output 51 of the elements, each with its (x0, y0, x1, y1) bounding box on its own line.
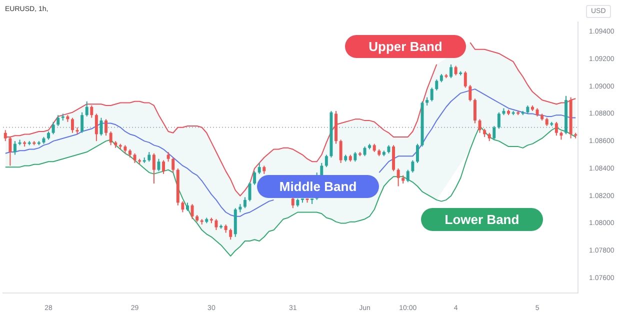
candlestick (90, 104, 94, 118)
candlestick (435, 78, 438, 91)
candlestick (363, 146, 366, 157)
candlestick (248, 182, 252, 202)
candlestick (324, 154, 328, 168)
callout-label: Upper Band (345, 35, 466, 58)
candlestick (253, 170, 256, 186)
candlestick (94, 113, 98, 142)
candlestick (492, 126, 496, 140)
candlestick (52, 121, 55, 135)
candlestick (8, 136, 12, 166)
candlestick (133, 152, 136, 164)
candlestick (104, 118, 108, 136)
candlestick (554, 121, 558, 136)
candlestick (454, 65, 458, 76)
candlestick (339, 139, 342, 164)
candlestick (291, 196, 294, 209)
candlestick (148, 152, 151, 162)
candlestick (473, 98, 476, 124)
candlestick (406, 169, 410, 183)
candlestick (392, 144, 396, 172)
callout-label: Lower Band (421, 208, 543, 231)
candlestick (450, 64, 453, 79)
candlestick (354, 152, 357, 162)
candlestick (109, 130, 112, 146)
candlestick (497, 112, 500, 130)
candlestick (80, 112, 84, 134)
candlestick (396, 168, 400, 187)
candlestick (166, 152, 170, 162)
candlestick (258, 162, 261, 174)
candlestick (181, 200, 184, 213)
candlestick (468, 84, 472, 102)
candlestick (172, 157, 175, 174)
candlestick (100, 117, 103, 136)
candlestick (157, 158, 160, 172)
candlestick (214, 218, 218, 231)
candlestick (478, 118, 482, 134)
candlestick (416, 143, 419, 164)
candlestick (162, 160, 166, 174)
candlestick (411, 160, 414, 174)
candlestick (190, 204, 194, 220)
candlestick (152, 152, 156, 184)
candlestick (243, 196, 246, 209)
candlestick (229, 228, 232, 240)
candlestick (85, 100, 88, 117)
callout-label: Middle Band (257, 175, 379, 198)
candlestick (13, 140, 16, 156)
candlestick (56, 114, 60, 127)
candlestick (70, 117, 74, 134)
candlestick (430, 87, 434, 102)
candlestick (464, 70, 467, 88)
